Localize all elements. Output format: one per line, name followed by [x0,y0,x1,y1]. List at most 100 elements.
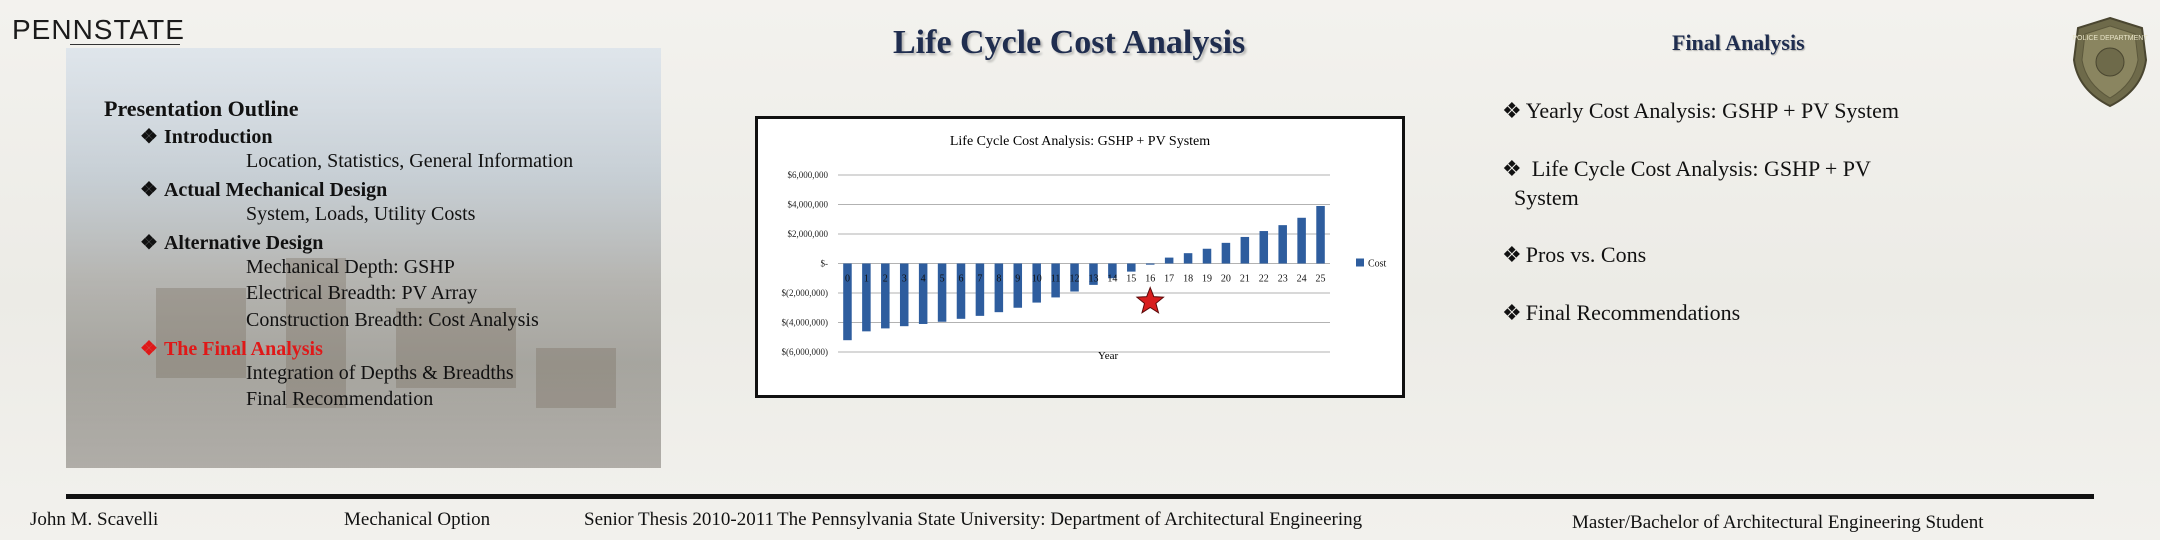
outline-subitem: Construction Breadth: Cost Analysis [246,309,539,331]
x-tick-label: 8 [996,274,1001,285]
x-tick-label: 6 [959,274,964,285]
bar-year-9 [1013,263,1023,308]
x-tick-label: 3 [902,274,907,285]
chart-svg: Life Cycle Cost Analysis: GSHP + PV Syst… [782,134,1387,362]
x-tick-label: 18 [1183,274,1193,285]
bar-year-8 [994,263,1004,313]
chart-title: Life Cycle Cost Analysis: GSHP + PV Syst… [950,134,1210,149]
outline-section-alternative-design[interactable]: ❖ Alternative Design [140,230,323,255]
outline-subitem: Final Recommendation [246,388,434,410]
side-list-item-label: Final Recommendations [1525,300,1741,325]
x-tick-label: 15 [1126,274,1136,285]
side-list-item: ❖ Life Cycle Cost Analysis: GSHP + PV [1502,156,1871,182]
bar-year-4 [918,263,928,324]
x-tick-label: 14 [1107,274,1117,285]
footer-author: John M. Scavelli [30,509,159,530]
x-tick-label: 20 [1221,274,1231,285]
y-tick-label: $2,000,000 [788,229,829,239]
bar-year-13 [1089,263,1098,285]
y-tick-label: $(2,000,000) [782,288,829,298]
x-tick-label: 17 [1164,274,1174,285]
diamond-bullet-icon: ❖ [140,232,158,254]
life-cycle-cost-chart: Life Cycle Cost Analysis: GSHP + PV Syst… [755,116,1405,398]
y-tick-label: $6,000,000 [788,170,829,180]
outline-title: Presentation Outline [104,96,299,121]
diamond-bullet-icon: ❖ [140,179,158,201]
bar-year-16 [1145,263,1155,265]
bar-year-14 [1108,263,1117,279]
y-tick-label: $- [821,259,829,269]
bar-year-23 [1278,225,1287,264]
side-list-item-label: Pros vs. Cons [1525,242,1647,267]
outline-section-label: Actual Mechanical Design [163,179,388,201]
footer-thesis: Senior Thesis 2010-2011 [584,509,774,530]
outline-section-actual-mechanical-design[interactable]: ❖ Actual Mechanical Design [140,177,387,202]
bar-year-0 [843,263,852,341]
diamond-bullet-icon: ❖ [1502,300,1522,325]
outline-subitem: Integration of Depths & Breadths [246,362,514,384]
x-tick-label: 22 [1259,274,1269,285]
slide-title: Life Cycle Cost Analysis [893,24,1246,61]
outline-section-the-final-analysis[interactable]: ❖ The Final Analysis [140,336,323,361]
pennstate-logo: PENNSTATE [12,14,185,45]
side-list-item-continuation: System [1514,185,1579,210]
bar-year-15 [1127,263,1136,272]
x-axis-label: Year [1098,350,1119,362]
side-list-item-label: Life Cycle Cost Analysis: GSHP + PV [1531,156,1871,181]
legend-label: Cost [1368,259,1387,270]
side-list-item: ❖ Final Recommendations [1502,300,1740,326]
x-tick-label: 12 [1070,274,1080,285]
bar-year-3 [899,263,909,327]
bar-year-5 [937,263,947,322]
aerial-photo-background [66,48,661,468]
x-tick-label: 25 [1316,274,1326,285]
footer-option: Mechanical Option [344,509,491,530]
side-list-item: ❖ Pros vs. Cons [1502,242,1646,268]
side-list-item: ❖ Yearly Cost Analysis: GSHP + PV System [1502,98,1899,124]
x-tick-label: 23 [1278,274,1288,285]
diamond-bullet-icon: ❖ [1502,98,1522,123]
x-tick-label: 4 [921,274,926,285]
x-tick-label: 0 [845,274,850,285]
x-tick-label: 19 [1202,274,1212,285]
x-tick-label: 10 [1032,274,1042,285]
x-tick-label: 1 [864,274,869,285]
bar-year-21 [1240,236,1250,264]
x-tick-label: 16 [1145,274,1155,285]
outline-subitem: Location, Statistics, General Informatio… [246,150,574,172]
x-tick-label: 9 [1015,274,1020,285]
x-tick-label: 21 [1240,274,1250,285]
outline-section-introduction[interactable]: ❖ Introduction [140,124,272,149]
bar-year-25 [1316,205,1325,264]
outline-subitem: Mechanical Depth: GSHP [246,256,455,278]
bar-year-18 [1183,253,1193,264]
side-list-item-label: Yearly Cost Analysis: GSHP + PV System [1525,98,1899,123]
bar-year-1 [862,263,871,332]
outline-section-label: Alternative Design [163,232,324,254]
x-tick-label: 24 [1297,274,1307,285]
bar-year-10 [1032,263,1041,303]
bar-year-19 [1202,248,1212,264]
y-tick-label: $(6,000,000) [782,347,829,357]
x-tick-label: 11 [1051,274,1061,285]
x-tick-label: 5 [940,274,945,285]
outline-section-label: Introduction [163,126,273,148]
bar-year-20 [1221,242,1231,264]
bar-year-11 [1051,263,1060,298]
star-marker-icon [1135,286,1165,314]
y-tick-label: $(4,000,000) [782,318,829,328]
section-title: Final Analysis [1672,30,1805,55]
badge-text: POLICE DEPARTMENT [2072,35,2148,42]
x-tick-label: 2 [883,274,888,285]
logo-underline [70,44,180,45]
y-tick-label: $4,000,000 [788,200,829,210]
police-badge-icon: POLICE DEPARTMENT [2072,16,2148,108]
bar-year-22 [1259,231,1269,264]
bar-year-17 [1164,257,1174,264]
footer-degree: Master/Bachelor of Architectural Enginee… [1572,512,1984,533]
footer-university: The Pennsylvania State University: Depar… [777,509,1363,530]
outline-subitem: System, Loads, Utility Costs [246,203,476,225]
diamond-bullet-icon: ❖ [140,126,158,148]
bar-year-2 [881,263,890,329]
bar-year-7 [975,263,985,316]
